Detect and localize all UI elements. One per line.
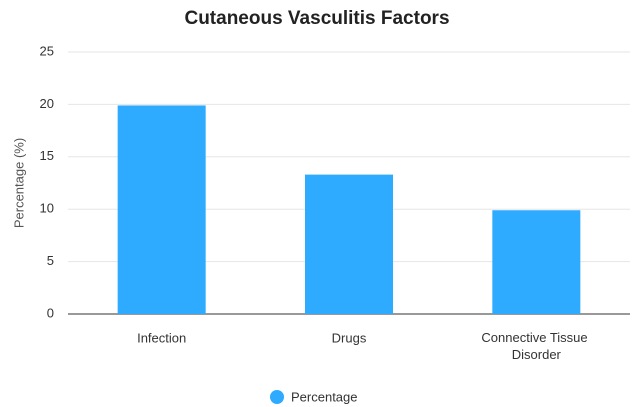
bar: [117, 105, 206, 314]
y-tick-label: 20: [40, 96, 54, 111]
y-axis-label: Percentage (%): [11, 138, 26, 228]
y-tick-label: 0: [47, 305, 54, 320]
y-tick-label: 25: [40, 43, 54, 58]
chart-title: Cutaneous Vasculitis Factors: [184, 8, 449, 29]
bar: [305, 174, 393, 314]
bar: [492, 210, 581, 314]
x-tick-label: Infection: [137, 330, 186, 345]
y-tick-label: 5: [47, 253, 54, 268]
x-tick-label: Connective Tissue Disorder: [481, 330, 591, 362]
legend-swatch: [270, 390, 284, 404]
y-tick-label: 10: [40, 201, 54, 216]
legend-label: Percentage: [291, 389, 358, 404]
x-tick-label: Drugs: [332, 330, 367, 345]
y-tick-label: 15: [40, 148, 54, 163]
